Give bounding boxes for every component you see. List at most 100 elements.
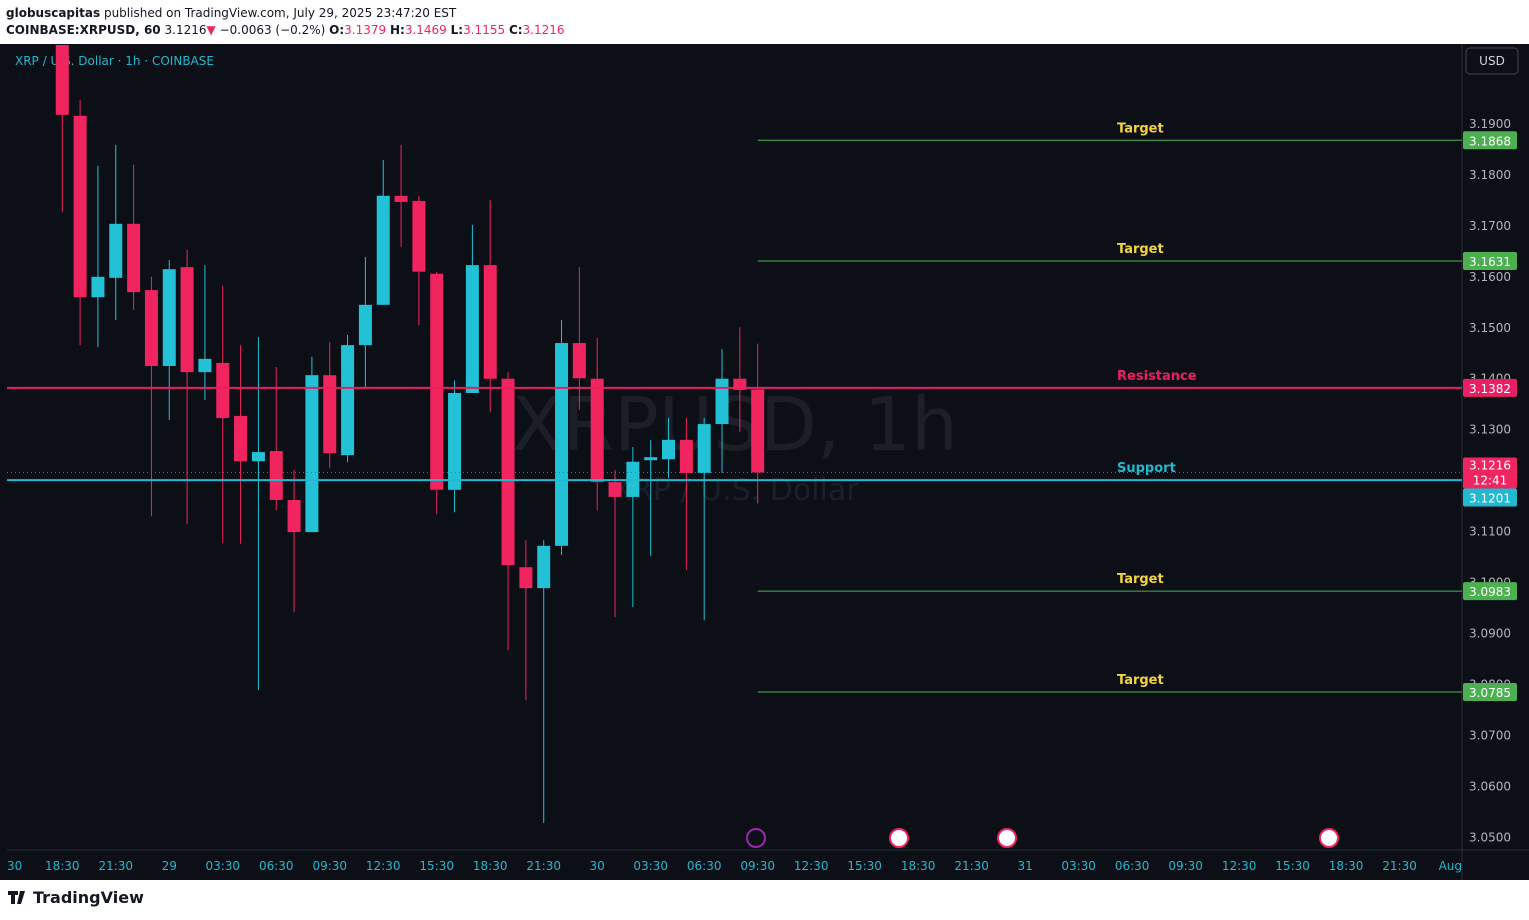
level-label: Resistance — [1117, 369, 1197, 384]
candle-body — [251, 452, 265, 462]
y-tick-label: 3.0600 — [1469, 779, 1511, 793]
candle-body — [394, 195, 408, 202]
candle-body — [91, 276, 105, 298]
level-badge — [1463, 582, 1517, 601]
candle-body — [465, 265, 479, 393]
x-tick-label: 12:30 — [366, 859, 401, 873]
x-tick-label: 06:30 — [687, 859, 722, 873]
candle-body — [376, 195, 390, 305]
candle-body — [644, 457, 658, 461]
level-badge-label: 3.1631 — [1469, 255, 1511, 269]
watermark: XRPUSD, 1h — [512, 382, 958, 468]
candle-body — [180, 267, 194, 373]
level-badge — [1463, 131, 1517, 150]
x-tick-label: 06:30 — [1115, 859, 1150, 873]
level-label: Target — [1117, 673, 1164, 688]
level-badge-label: 3.1382 — [1469, 382, 1511, 396]
event-icon[interactable] — [997, 828, 1017, 848]
currency: USD — [1479, 54, 1505, 68]
header-bg — [0, 0, 1529, 44]
y-tick-label: 3.1500 — [1469, 321, 1511, 335]
level-badge-label: 3.1868 — [1469, 134, 1511, 148]
y-tick-label: 3.1900 — [1469, 117, 1511, 131]
ohlc-line: COINBASE:XRPUSD, 60 3.1216▼ −0.0063 (−0.… — [6, 23, 565, 37]
candle-body — [412, 200, 426, 272]
event-icon[interactable] — [889, 828, 909, 848]
l: 3.1155 — [463, 23, 505, 37]
x-tick-label: 15:30 — [419, 859, 454, 873]
candle-body — [662, 439, 676, 460]
candle-body — [216, 362, 230, 418]
x-tick-label: 03:30 — [633, 859, 668, 873]
candle-body — [198, 358, 212, 373]
symbol: COINBASE:XRPUSD, 60 — [6, 23, 161, 37]
x-tick-label: 21:30 — [526, 859, 561, 873]
candle-body — [555, 343, 569, 546]
candle-body — [501, 378, 515, 566]
events — [746, 828, 1339, 848]
level-badge — [1463, 683, 1517, 702]
h-label: H: — [390, 23, 405, 37]
legend: XRP / U.S. Dollar · 1h · COINBASE — [15, 54, 214, 68]
x-tick-label: 18:30 — [901, 859, 936, 873]
candle-body — [715, 378, 729, 425]
x-tick-label: 03:30 — [205, 859, 240, 873]
footer-bg — [0, 880, 1529, 916]
x-tick-label: 06:30 — [259, 859, 294, 873]
currency-button[interactable] — [1465, 47, 1519, 75]
level-label: Target — [1117, 242, 1164, 257]
event-icon[interactable] — [746, 828, 766, 848]
logo — [8, 891, 25, 904]
change: −0.0063 (−0.2%) — [220, 23, 326, 37]
level-badge-label: 3.0785 — [1469, 686, 1511, 700]
candle-body — [305, 375, 319, 533]
candle-body — [109, 223, 123, 278]
candle-body — [358, 304, 372, 346]
published: published on TradingView.com, July 29, 2… — [104, 6, 457, 20]
candle-body — [697, 424, 711, 473]
level-label: Support — [1117, 461, 1176, 476]
candle-body — [144, 290, 158, 366]
arrow: ▼ — [207, 23, 217, 37]
candle-body — [55, 45, 69, 115]
x-tick-label: 03:30 — [1061, 859, 1096, 873]
y-tick-label: 3.1800 — [1469, 168, 1511, 182]
brand: TradingView — [33, 888, 144, 907]
candle-body — [127, 223, 141, 293]
event-icon[interactable] — [1319, 828, 1339, 848]
level-badge-label: 3.1201 — [1469, 491, 1511, 505]
candle-body — [162, 269, 176, 366]
x-tick-label: 12:30 — [794, 859, 829, 873]
y-tick-label: 3.1300 — [1469, 423, 1511, 437]
price-badge-label: 3.1216 — [1469, 458, 1511, 472]
x-tick-label: 09:30 — [1168, 859, 1203, 873]
candle-body — [234, 415, 248, 462]
c: 3.1216 — [523, 23, 565, 37]
candle-body — [483, 265, 497, 379]
c-label: C: — [509, 23, 523, 37]
x-tick-label: 21:30 — [98, 859, 133, 873]
x-tick-label: Aug — [1439, 859, 1462, 873]
candle-body — [287, 499, 301, 533]
last: 3.1216 — [165, 23, 207, 37]
x-tick-label: 12:30 — [1222, 859, 1257, 873]
x-tick-label: 30 — [7, 859, 22, 873]
watermark-sub: XRP / U.S. Dollar — [611, 473, 859, 508]
level-badge-label: 3.0983 — [1469, 585, 1511, 599]
y-tick-label: 3.0700 — [1469, 728, 1511, 742]
candle-body — [608, 482, 622, 497]
o-label: O: — [329, 23, 344, 37]
author: globuscapitas — [6, 6, 100, 20]
x-tick-label: 21:30 — [954, 859, 989, 873]
x-tick-label: 30 — [590, 859, 605, 873]
candle-body — [572, 343, 586, 379]
candle-body — [323, 375, 337, 454]
candle-body — [269, 451, 283, 500]
x-tick-label: 15:30 — [847, 859, 882, 873]
y-tick-label: 3.0900 — [1469, 626, 1511, 640]
y-tick-label: 3.0500 — [1469, 830, 1511, 844]
x-tick-label: 18:30 — [45, 859, 80, 873]
candle-body — [751, 389, 765, 473]
